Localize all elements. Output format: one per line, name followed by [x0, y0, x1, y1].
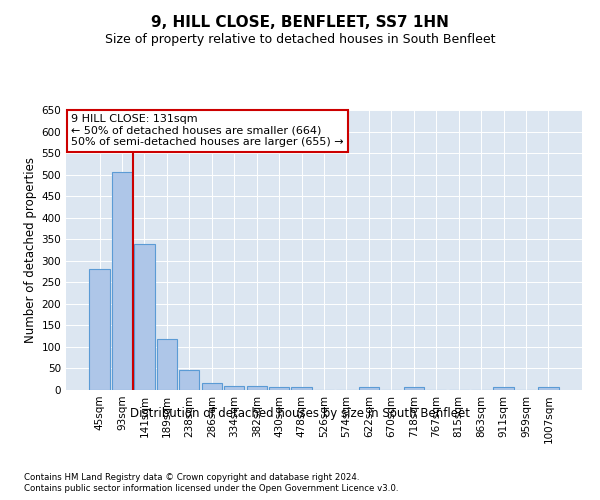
Bar [493, 388, 514, 390]
Bar [404, 388, 424, 390]
Bar [89, 270, 110, 390]
Bar [269, 386, 289, 390]
Y-axis label: Number of detached properties: Number of detached properties [24, 157, 37, 343]
Bar [202, 383, 222, 390]
Bar [134, 244, 155, 390]
Text: 9 HILL CLOSE: 131sqm
← 50% of detached houses are smaller (664)
50% of semi-deta: 9 HILL CLOSE: 131sqm ← 50% of detached h… [71, 114, 344, 148]
Text: Contains HM Land Registry data © Crown copyright and database right 2024.: Contains HM Land Registry data © Crown c… [24, 472, 359, 482]
Bar [224, 386, 244, 390]
Bar [359, 388, 379, 390]
Bar [247, 386, 267, 390]
Text: Size of property relative to detached houses in South Benfleet: Size of property relative to detached ho… [105, 32, 495, 46]
Text: Contains public sector information licensed under the Open Government Licence v3: Contains public sector information licen… [24, 484, 398, 493]
Bar [112, 172, 132, 390]
Text: Distribution of detached houses by size in South Benfleet: Distribution of detached houses by size … [130, 408, 470, 420]
Text: 9, HILL CLOSE, BENFLEET, SS7 1HN: 9, HILL CLOSE, BENFLEET, SS7 1HN [151, 15, 449, 30]
Bar [538, 388, 559, 390]
Bar [292, 388, 311, 390]
Bar [157, 339, 177, 390]
Bar [179, 370, 199, 390]
